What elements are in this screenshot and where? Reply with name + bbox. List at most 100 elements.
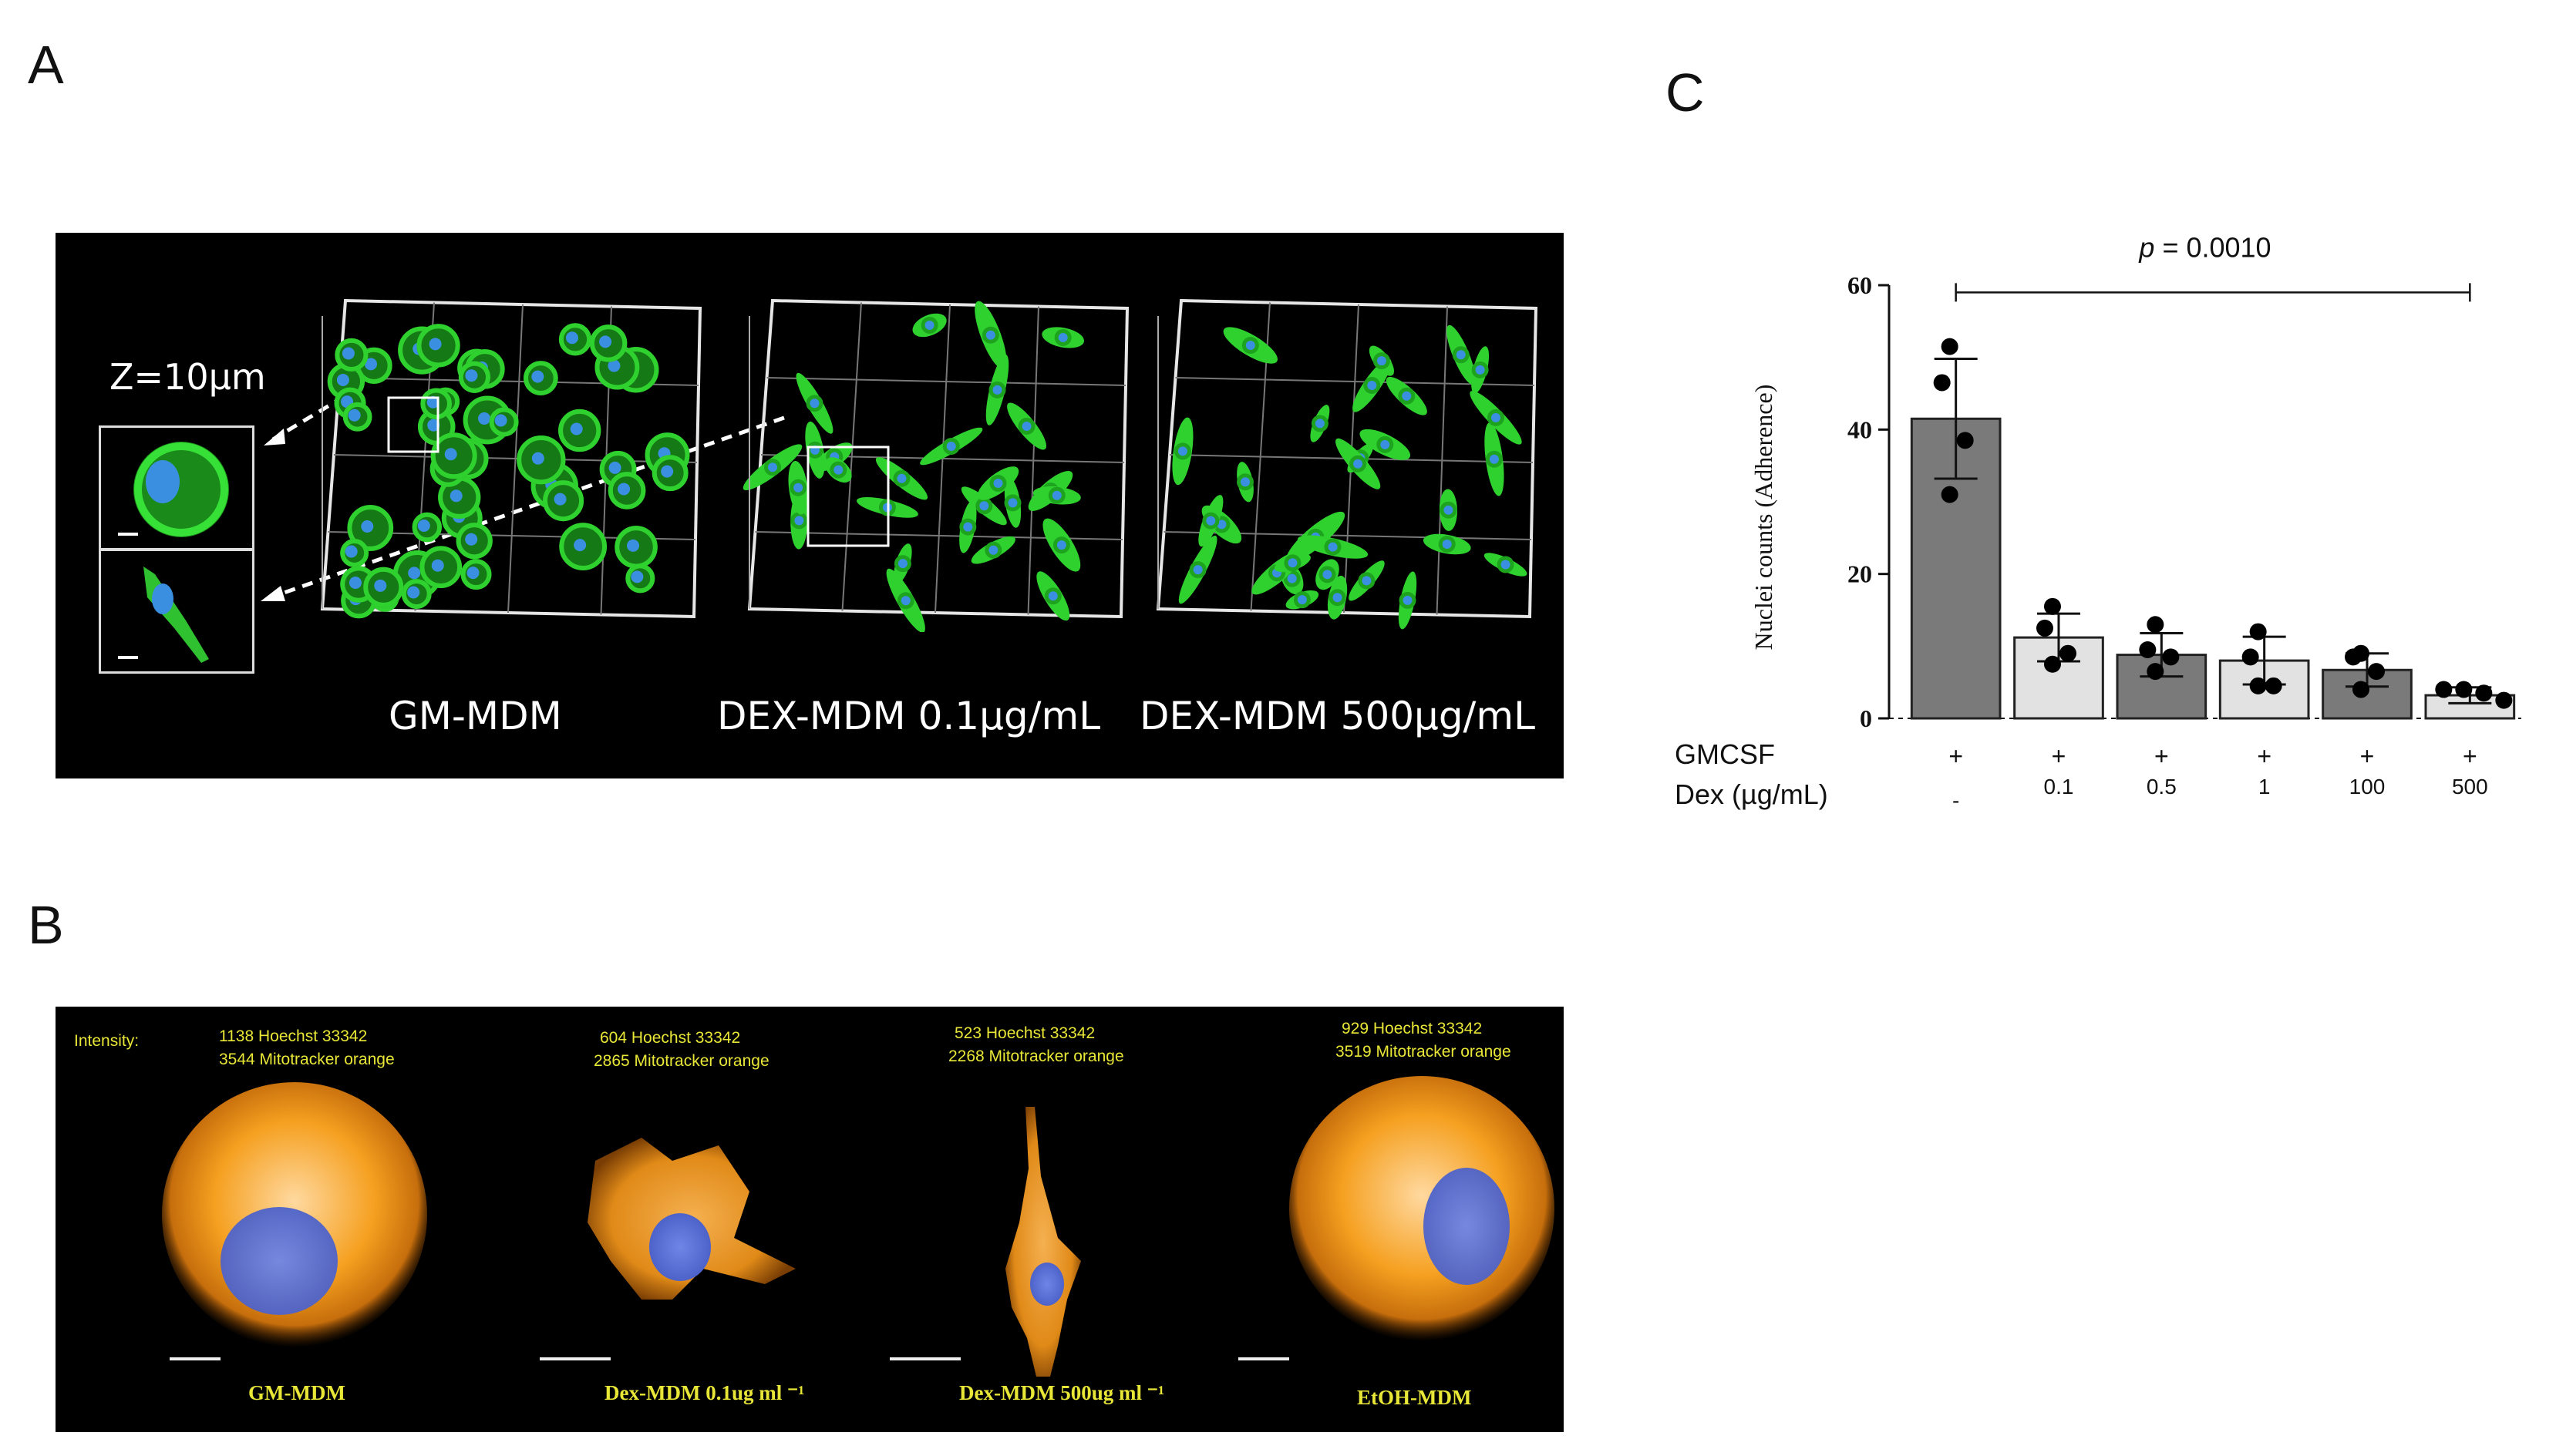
bar-chart: 0 20 40 60 Nuclei counts (Adherence) p = 0.00…	[1749, 231, 2521, 812]
cell	[975, 301, 1007, 369]
cell	[1359, 429, 1411, 460]
label-dex-low: DEX-MDM 0.1µg/mL	[717, 694, 1101, 738]
cell	[894, 543, 912, 584]
cell-dex-low	[588, 1138, 796, 1300]
panel-a-confocal-images: Z=10µm GM-MDM DEX-MDM 0	[56, 233, 1564, 778]
cell	[1172, 417, 1194, 486]
cell	[1042, 327, 1085, 348]
cell	[1352, 358, 1392, 412]
cell	[335, 338, 369, 372]
data-point	[2265, 677, 2282, 694]
cell	[1178, 535, 1217, 604]
scale-bar-3	[890, 1357, 961, 1360]
scale-bar-2	[540, 1357, 611, 1360]
cell	[1315, 559, 1339, 590]
cube-gm-mdm	[315, 293, 716, 632]
cell	[1327, 575, 1348, 620]
data-point	[2044, 655, 2061, 673]
y-tick-label: 60	[1847, 271, 1872, 299]
cell	[1274, 553, 1311, 573]
cell	[1484, 422, 1504, 496]
cell1-mito: 3544 Mitotracker orange	[219, 1051, 395, 1068]
cell	[1007, 402, 1047, 450]
panel-b-cells	[162, 1076, 1554, 1377]
roi-box-round	[387, 396, 439, 453]
cell4-hoechst: 929 Hoechst 33342	[1342, 1020, 1483, 1037]
inset-round-cell	[99, 425, 254, 550]
cube-grid-line	[507, 304, 524, 614]
cell	[559, 523, 608, 570]
row-label-dex: Dex (µg/mL)	[1675, 778, 1828, 810]
cube-grid-line	[1436, 306, 1448, 615]
cell	[340, 539, 369, 567]
cell	[824, 457, 852, 483]
data-point	[1956, 432, 1974, 449]
cell4-mito: 3519 Mitotracker orange	[1335, 1043, 1511, 1061]
panel-b-mitotracker-images: Intensity: 1138 Hoechst 33342 3544 Mitot…	[56, 1007, 1564, 1432]
cell-dex-high	[1005, 1107, 1081, 1377]
cell3-name: Dex-MDM 500ug ml ⁻¹	[959, 1381, 1165, 1404]
cell	[1423, 533, 1471, 555]
data-point	[2044, 597, 2061, 615]
cell	[589, 324, 628, 362]
cell	[524, 361, 558, 395]
inset-elongated-cell-image	[118, 567, 209, 663]
cell	[412, 512, 443, 543]
cell	[517, 435, 566, 485]
cell1-hoechst: 1138 Hoechst 33342	[219, 1027, 368, 1045]
p-value-annotation: p = 0.0010	[2138, 231, 2271, 263]
panel-c-chart: 0 20 40 60 Nuclei counts (Adherence) p = 0.00…	[1665, 200, 2544, 836]
cell	[920, 427, 983, 466]
data-point	[2059, 644, 2076, 662]
cell	[558, 323, 592, 356]
y-tick-label: 20	[1847, 560, 1872, 588]
scale-bar-1	[170, 1357, 221, 1360]
cell	[1198, 495, 1224, 547]
cube-dex-low	[742, 293, 1143, 632]
gmcsf-value: +	[2154, 742, 2169, 770]
panel-letter-a: A	[28, 35, 64, 95]
cell3-mito: 2268 Mitotracker orange	[948, 1047, 1124, 1065]
data-point	[2162, 648, 2180, 666]
gmcsf-value: +	[2052, 742, 2066, 770]
gmcsf-value: +	[2463, 742, 2477, 770]
cell	[912, 313, 947, 338]
cell	[1297, 535, 1369, 559]
cell	[1446, 324, 1476, 385]
data-point	[2036, 619, 2053, 637]
data-point	[2455, 681, 2473, 698]
data-point	[2249, 623, 2267, 641]
dex-value: 500	[2452, 775, 2488, 799]
cell	[1042, 518, 1081, 572]
dex-value: 0.5	[2147, 775, 2177, 799]
cell	[886, 568, 925, 632]
cell	[1470, 391, 1522, 445]
cell3-hoechst: 523 Hoechst 33342	[955, 1024, 1096, 1042]
cell	[456, 523, 493, 560]
data-point	[2249, 677, 2267, 694]
dex-value: 0.1	[2044, 775, 2074, 799]
cell-etoh-mdm	[1289, 1076, 1554, 1341]
cube-dex-high-image	[1156, 298, 1538, 630]
cube-grid-line	[1027, 306, 1039, 615]
y-tick-label: 0	[1860, 704, 1872, 732]
panel-letter-c: C	[1665, 62, 1705, 123]
cell	[363, 567, 404, 607]
data-point	[1941, 338, 1958, 355]
gmcsf-value: +	[1948, 742, 1963, 770]
data-point	[2475, 684, 2493, 702]
cell	[419, 546, 463, 589]
label-gm-mdm: GM-MDM	[389, 694, 562, 738]
cube-dex-high	[1150, 293, 1551, 632]
cell	[460, 559, 492, 590]
cell	[342, 402, 372, 432]
cell	[1398, 571, 1417, 630]
cell	[420, 388, 452, 420]
gmcsf-value: +	[2360, 742, 2375, 770]
cube-dex-low-image	[743, 298, 1130, 632]
data-point	[2139, 641, 2157, 659]
cube-gm-mdm-image	[320, 298, 702, 619]
gmcsf-value: +	[2257, 742, 2271, 770]
cell	[1310, 405, 1330, 442]
cell	[652, 455, 689, 492]
